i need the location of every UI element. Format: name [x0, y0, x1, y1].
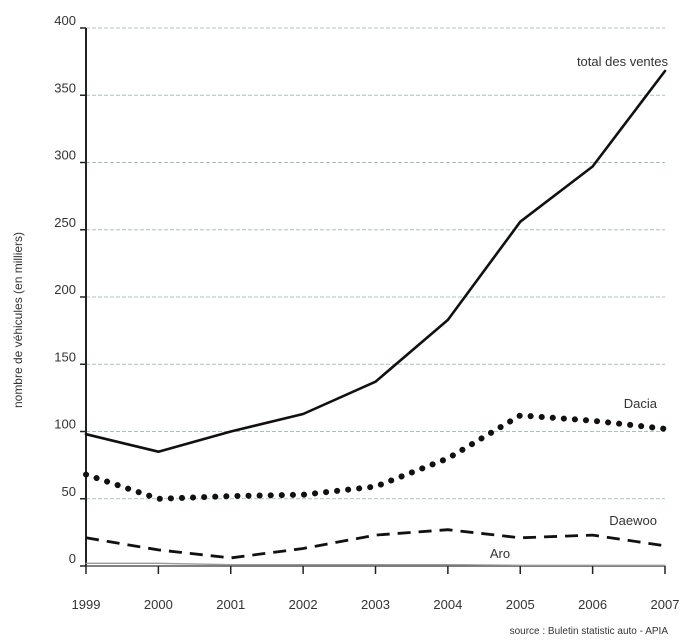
- y-tick-label: 400: [54, 13, 76, 28]
- y-tick-label: 100: [54, 417, 76, 432]
- x-tick-label: 2001: [216, 597, 245, 612]
- x-tick-label: 2002: [289, 597, 318, 612]
- y-tick-label: 200: [54, 282, 76, 297]
- y-tick-label: 150: [54, 349, 76, 364]
- x-tick-label: 2007: [651, 597, 680, 612]
- x-tick-label: 2004: [433, 597, 462, 612]
- y-axis-title: nombre de véhicules (en milliers): [11, 232, 25, 408]
- series-label: total des ventes: [577, 54, 669, 69]
- series-line-total-des-ventes: [84, 69, 667, 453]
- series-lines: [83, 69, 668, 566]
- x-tick-label: 2005: [506, 597, 535, 612]
- source-note: source : Buletin statistic auto - APIA: [510, 626, 669, 637]
- y-tick-label: 350: [54, 80, 76, 95]
- series-label: Dacia: [624, 396, 658, 411]
- series-line-daewoo: [85, 528, 666, 560]
- series-label: Aro: [490, 546, 510, 561]
- series-line-dacia: [83, 412, 668, 502]
- series-labels: total des ventes Dacia Daewoo Aro: [490, 54, 669, 561]
- series-label: Daewoo: [609, 513, 657, 528]
- x-tick-label: 1999: [72, 597, 101, 612]
- grid-lines: [86, 27, 665, 500]
- y-axis-ticks: 0 50 100 150 200 250 300 350 400: [54, 13, 86, 567]
- y-tick-label: 0: [69, 551, 76, 566]
- y-tick-label: 250: [54, 215, 76, 230]
- y-tick-label: 50: [62, 484, 76, 499]
- series-line-aro: [85, 562, 666, 566]
- x-tick-label: 2003: [361, 597, 390, 612]
- x-axis-ticks: 1999 2000 2001 2002 2003 2004 2005 2006 2007: [72, 566, 680, 612]
- x-tick-label: 2006: [578, 597, 607, 612]
- y-tick-label: 300: [54, 148, 76, 163]
- x-tick-label: 2000: [144, 597, 173, 612]
